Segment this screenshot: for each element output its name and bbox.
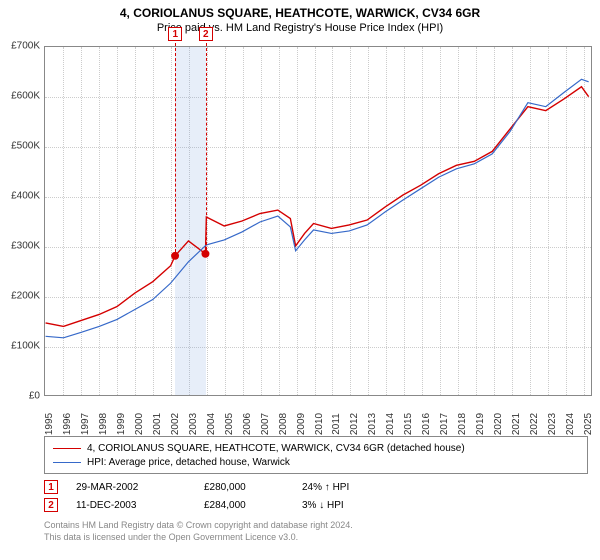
x-axis-tick-label: 2003 [188,413,199,435]
x-axis-tick-label: 2002 [170,413,181,435]
series-line-subject [46,87,589,327]
y-axis-tick-label: £400K [0,191,40,202]
legend-swatch [53,462,81,463]
x-axis-tick-label: 1996 [62,413,73,435]
event-marker-icon: 1 [44,480,58,494]
event-row: 1 29-MAR-2002 £280,000 24% ↑ HPI [44,478,588,496]
x-axis-tick-label: 2011 [331,413,342,435]
y-axis-tick-label: £500K [0,141,40,152]
event-marker-icon: 2 [44,498,58,512]
x-axis-tick-label: 2024 [565,413,576,435]
x-axis-tick-label: 2020 [493,413,504,435]
x-axis-tick-label: 2001 [152,413,163,435]
x-axis-tick-label: 2012 [349,413,360,435]
chart-subtitle: Price paid vs. HM Land Registry's House … [0,20,600,38]
x-axis-tick-label: 2017 [439,413,450,435]
x-axis-tick-label: 2025 [583,413,594,435]
y-axis-tick-label: £700K [0,41,40,52]
x-axis-tick-label: 2015 [403,413,414,435]
x-axis-tick-label: 1997 [80,413,91,435]
x-axis-tick-label: 2023 [547,413,558,435]
footer-line: Contains HM Land Registry data © Crown c… [44,520,588,532]
x-axis-tick-label: 2009 [296,413,307,435]
event-marker-line [206,43,207,255]
footer-line: This data is licensed under the Open Gov… [44,532,588,544]
x-axis-tick-label: 1999 [116,413,127,435]
x-axis-tick-label: 2019 [475,413,486,435]
chart-plot-area: 12 [44,46,592,396]
event-marker-box: 1 [168,27,182,41]
x-axis-tick-label: 2013 [367,413,378,435]
event-row: 2 11-DEC-2003 £284,000 3% ↓ HPI [44,496,588,514]
x-axis-tick-label: 2006 [242,413,253,435]
x-axis-tick-label: 2000 [134,413,145,435]
legend-swatch [53,448,81,449]
legend-row: HPI: Average price, detached house, Warw… [53,455,579,469]
event-delta: 24% ↑ HPI [302,482,392,493]
y-axis-tick-label: £0 [0,391,40,402]
event-list: 1 29-MAR-2002 £280,000 24% ↑ HPI 2 11-DEC-200… [44,478,588,514]
x-axis-tick-label: 2021 [511,413,522,435]
event-date: 11-DEC-2003 [76,500,186,511]
x-axis-tick-label: 2004 [206,413,217,435]
event-date: 29-MAR-2002 [76,482,186,493]
x-axis-tick-label: 2010 [314,413,325,435]
event-price: £284,000 [204,500,284,511]
y-axis-tick-label: £200K [0,291,40,302]
x-axis-tick-label: 1995 [44,413,55,435]
footer: Contains HM Land Registry data © Crown c… [44,520,588,543]
y-axis-tick-label: £100K [0,341,40,352]
y-axis-tick-label: £600K [0,91,40,102]
x-axis-tick-label: 2005 [224,413,235,435]
x-axis-tick-label: 1998 [98,413,109,435]
chart-title: 4, CORIOLANUS SQUARE, HEATHCOTE, WARWICK… [0,0,600,20]
x-axis-tick-label: 2022 [529,413,540,435]
chart-svg [45,47,591,395]
event-price: £280,000 [204,482,284,493]
x-axis-tick-label: 2008 [278,413,289,435]
legend: 4, CORIOLANUS SQUARE, HEATHCOTE, WARWICK… [44,436,588,474]
x-axis-tick-label: 2007 [260,413,271,435]
x-axis-tick-label: 2014 [385,413,396,435]
legend-label: HPI: Average price, detached house, Warw… [87,457,290,468]
event-marker-box: 2 [199,27,213,41]
event-marker-line [175,43,176,257]
legend-row: 4, CORIOLANUS SQUARE, HEATHCOTE, WARWICK… [53,441,579,455]
event-delta: 3% ↓ HPI [302,500,392,511]
y-axis-tick-label: £300K [0,241,40,252]
x-axis-tick-label: 2018 [457,413,468,435]
legend-label: 4, CORIOLANUS SQUARE, HEATHCOTE, WARWICK… [87,443,465,454]
x-axis-tick-label: 2016 [421,413,432,435]
